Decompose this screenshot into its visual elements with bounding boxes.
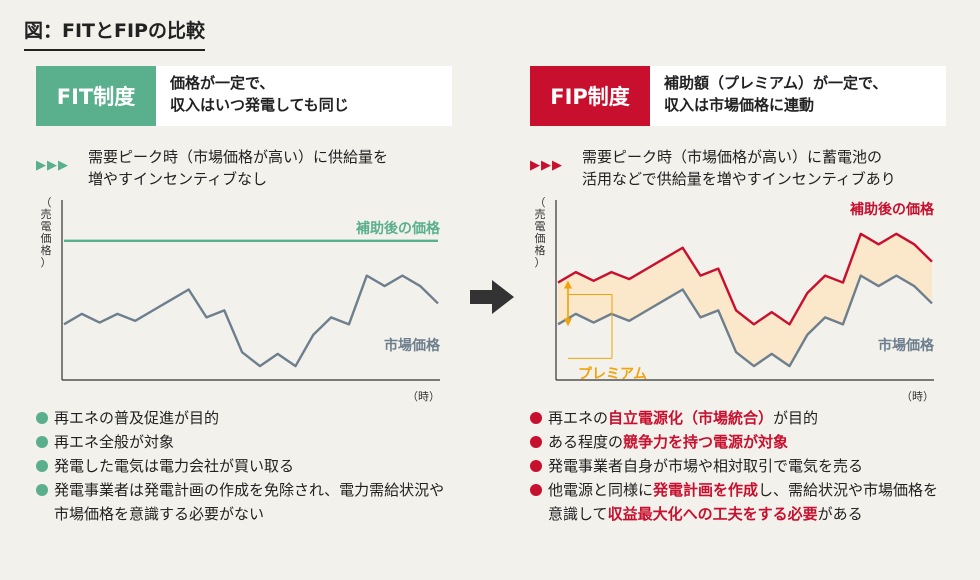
bullet-dot-icon bbox=[530, 412, 542, 424]
fit-lead-line2: 増やすインセンティブなし bbox=[88, 170, 268, 188]
bullet-dot-icon bbox=[530, 436, 542, 448]
fip-arrows-icon: ▶▶▶ bbox=[530, 158, 563, 173]
fit-bullets: 再エネの普及促進が目的 再エネ全般が対象 発電した電気は電力会社が買い取る 発電… bbox=[36, 406, 456, 526]
fip-bullet-1-highlight: 自立電源化（市場統合） bbox=[608, 409, 774, 427]
fit-bullet-4: 発電事業者は発電計画の作成を免除され、電力需給状況や市場価格を意識する必要がない bbox=[36, 478, 456, 526]
fip-bullet-2-a: ある程度の bbox=[548, 433, 624, 451]
fip-header: FIP制度 補助額（プレミアム）が一定で、 収入は市場価格に連動 bbox=[530, 66, 946, 126]
fip-badge: FIP制度 bbox=[530, 66, 650, 126]
bullet-dot-icon bbox=[530, 484, 542, 496]
subsidized-price-line bbox=[557, 232, 933, 326]
fip-bullets: 再エネの自立電源化（市場統合）が目的 ある程度の競争力を持つ電源が対象 発電事業… bbox=[530, 406, 950, 526]
fit-bullet-2: 再エネ全般が対象 bbox=[36, 430, 456, 454]
fip-bullet-4: 他電源と同様に発電計画を作成し、需給状況や市場価格を意識して収益最大化への工夫を… bbox=[530, 478, 950, 526]
fip-bullet-4-c: がある bbox=[817, 505, 863, 523]
figure-title: 図：FITとFIPの比較 bbox=[24, 16, 205, 51]
fip-bullet-1: 再エネの自立電源化（市場統合）が目的 bbox=[530, 406, 950, 430]
fit-header: FIT制度 価格が一定で、 収入はいつ発電しても同じ bbox=[36, 66, 452, 126]
transition-arrow-icon bbox=[470, 280, 514, 314]
fit-bullet-3-text: 発電した電気は電力会社が買い取る bbox=[54, 457, 295, 475]
fit-desc-line2: 収入はいつ発電しても同じ bbox=[170, 96, 349, 114]
fit-bullet-3: 発電した電気は電力会社が買い取る bbox=[36, 454, 456, 478]
fip-bullet-3-text: 発電事業者自身が市場や相対取引で電気を売る bbox=[548, 457, 864, 475]
bullet-dot-icon bbox=[36, 412, 48, 424]
bullet-dot-icon bbox=[36, 460, 48, 472]
fip-desc-line1: 補助額（プレミアム）が一定で、 bbox=[664, 74, 888, 92]
fit-desc-line1: 価格が一定で、 bbox=[170, 74, 275, 92]
fit-panel: FIT制度 価格が一定で、 収入はいつ発電しても同じ ▶▶▶ 需要ピーク時（市場… bbox=[36, 66, 452, 523]
premium-arrow-down-icon bbox=[564, 318, 572, 327]
fit-arrows-icon: ▶▶▶ bbox=[36, 158, 69, 173]
market-price-line bbox=[557, 274, 933, 368]
fip-bullet-1-a: 再エネの bbox=[548, 409, 609, 427]
premium-area bbox=[558, 233, 932, 367]
market-price-line bbox=[63, 274, 439, 368]
x-axis-label: （時） bbox=[901, 390, 934, 403]
fit-bullet-1: 再エネの普及促進が目的 bbox=[36, 406, 456, 430]
fip-bullet-4-highlight-1: 発電計画を作成 bbox=[653, 481, 759, 499]
fip-bullet-4-highlight-2: 収益最大化への工夫をする必要 bbox=[607, 505, 818, 523]
fip-bullet-1-b: が目的 bbox=[773, 409, 819, 427]
fit-lead-line1: 需要ピーク時（市場価格が高い）に供給量を bbox=[88, 148, 389, 166]
x-axis-label: （時） bbox=[407, 390, 440, 403]
premium-arrow-up-icon bbox=[564, 280, 572, 289]
fit-badge: FIT制度 bbox=[36, 66, 156, 126]
fit-bullet-1-text: 再エネの普及促進が目的 bbox=[54, 409, 220, 427]
fip-panel: FIP制度 補助額（プレミアム）が一定で、 収入は市場価格に連動 ▶▶▶ 需要ピ… bbox=[530, 66, 946, 523]
fip-bullet-3: 発電事業者自身が市場や相対取引で電気を売る bbox=[530, 454, 950, 478]
market-price-label: 市場価格 bbox=[878, 337, 935, 354]
fit-description: 価格が一定で、 収入はいつ発電しても同じ bbox=[156, 66, 452, 126]
subsidized-price-label: 補助後の価格 bbox=[849, 201, 935, 218]
market-price-label: 市場価格 bbox=[384, 337, 441, 354]
fip-desc-line2: 収入は市場価格に連動 bbox=[664, 96, 815, 114]
bullet-dot-icon bbox=[36, 484, 48, 496]
fip-bullet-2: ある程度の競争力を持つ電源が対象 bbox=[530, 430, 950, 454]
fip-bullet-4-b: し、需給状況や市場価格を意識して bbox=[548, 481, 939, 523]
bullet-dot-icon bbox=[530, 460, 542, 472]
fit-bullet-4-text: 発電事業者は発電計画の作成を免除され、電力需給状況や市場価格を意識する必要がない bbox=[54, 481, 445, 523]
fit-lead: 需要ピーク時（市場価格が高い）に供給量を 増やすインセンティブなし bbox=[88, 146, 452, 190]
fip-lead-line2: 活用などで供給量を増やすインセンティブあり bbox=[582, 170, 896, 188]
fit-bullet-2-text: 再エネ全般が対象 bbox=[54, 433, 175, 451]
fip-bullet-2-highlight: 競争力を持つ電源が対象 bbox=[623, 433, 789, 451]
fip-description: 補助額（プレミアム）が一定で、 収入は市場価格に連動 bbox=[650, 66, 946, 126]
fip-lead: 需要ピーク時（市場価格が高い）に蓄電池の 活用などで供給量を増やすインセンティブ… bbox=[582, 146, 946, 190]
fip-bullet-4-a: 他電源と同様に bbox=[548, 481, 654, 499]
fip-lead-line1: 需要ピーク時（市場価格が高い）に蓄電池の bbox=[582, 148, 883, 166]
y-axis-label: （売電価格） bbox=[41, 196, 52, 269]
bullet-dot-icon bbox=[36, 436, 48, 448]
subsidized-price-label: 補助後の価格 bbox=[355, 220, 441, 237]
premium-label: プレミアム bbox=[578, 366, 647, 382]
y-axis-label: （売電価格） bbox=[535, 196, 546, 269]
